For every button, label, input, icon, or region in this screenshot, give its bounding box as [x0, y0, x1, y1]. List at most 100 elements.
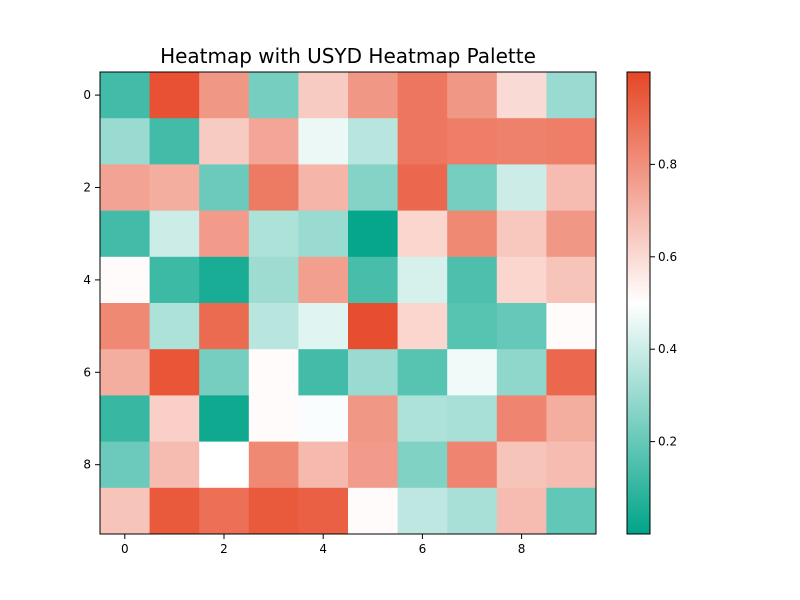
heatmap-cell — [248, 303, 299, 350]
heatmap-cell — [149, 441, 200, 489]
heatmap-cell — [496, 210, 547, 258]
heatmap-cell — [248, 256, 299, 304]
heatmap-cell — [447, 210, 498, 258]
heatmap-cell — [298, 487, 349, 535]
heatmap-cell — [298, 303, 349, 350]
heatmap-cell — [199, 349, 250, 396]
heatmap-cell — [496, 72, 547, 119]
colorbar-tick-label: 0.4 — [658, 342, 677, 356]
heatmap-cells — [100, 72, 597, 535]
heatmap-cell — [447, 349, 498, 396]
heatmap-cell — [397, 441, 448, 489]
y-tick-label: 4 — [83, 273, 91, 287]
heatmap-cell — [546, 164, 597, 212]
heatmap-cell — [199, 118, 250, 165]
heatmap-cell — [348, 303, 399, 350]
y-tick-label: 0 — [83, 88, 91, 102]
heatmap-cell — [447, 72, 498, 119]
heatmap-cell — [546, 118, 597, 165]
heatmap-cell — [199, 72, 250, 119]
heatmap-cell — [496, 395, 547, 443]
heatmap-cell — [546, 349, 597, 396]
y-tick-label: 6 — [83, 365, 91, 379]
heatmap-cell — [100, 487, 151, 535]
heatmap-cell — [546, 256, 597, 304]
heatmap-cell — [348, 118, 399, 165]
heatmap-cell — [447, 303, 498, 350]
y-tick-label: 8 — [83, 458, 91, 472]
heatmap-cell — [397, 303, 448, 350]
heatmap-cell — [447, 395, 498, 443]
heatmap-cell — [100, 349, 151, 396]
heatmap-cell — [397, 256, 448, 304]
heatmap-cell — [348, 487, 399, 535]
heatmap-cell — [546, 441, 597, 489]
heatmap-cell — [199, 395, 250, 443]
heatmap-cell — [348, 349, 399, 396]
x-tick-label: 8 — [518, 542, 526, 556]
heatmap-cell — [248, 395, 299, 443]
heatmap-cell — [348, 441, 399, 489]
heatmap-cell — [199, 303, 250, 350]
heatmap-cell — [348, 256, 399, 304]
heatmap-cell — [100, 164, 151, 212]
heatmap-cell — [546, 395, 597, 443]
heatmap-cell — [546, 210, 597, 258]
y-axis: 0 2 4 6 8 — [83, 88, 100, 472]
heatmap-cell — [100, 303, 151, 350]
heatmap-cell — [298, 349, 349, 396]
heatmap-cell — [149, 487, 200, 535]
heatmap-cell — [496, 349, 547, 396]
heatmap-cell — [199, 210, 250, 258]
x-tick-label: 6 — [419, 542, 427, 556]
y-tick-label: 2 — [83, 181, 91, 195]
heatmap-cell — [397, 210, 448, 258]
heatmap-cell — [447, 118, 498, 165]
heatmap-cell — [496, 487, 547, 535]
heatmap-cell — [149, 303, 200, 350]
heatmap-cell — [199, 441, 250, 489]
plot-frame — [99, 71, 597, 535]
heatmap-cell — [397, 164, 448, 212]
heatmap-cell — [149, 72, 200, 119]
heatmap-cell — [397, 118, 448, 165]
heatmap-cell — [248, 210, 299, 258]
heatmap-cell — [496, 118, 547, 165]
heatmap-cell — [447, 441, 498, 489]
heatmap-cell — [298, 441, 349, 489]
heatmap-cell — [100, 118, 151, 165]
heatmap-cell — [199, 164, 250, 212]
heatmap-cell — [298, 164, 349, 212]
heatmap-cell — [447, 256, 498, 304]
heatmap-cell — [149, 164, 200, 212]
heatmap-cell — [348, 164, 399, 212]
heatmap-cell — [496, 303, 547, 350]
colorbar-tick-label: 0.6 — [658, 250, 677, 264]
heatmap-cell — [348, 210, 399, 258]
heatmap-cell — [149, 349, 200, 396]
heatmap-cell — [100, 210, 151, 258]
heatmap-cell — [100, 441, 151, 489]
heatmap-cell — [248, 72, 299, 119]
heatmap-cell — [199, 487, 250, 535]
x-axis: 0 2 4 6 8 — [121, 534, 525, 556]
heatmap-cell — [248, 487, 299, 535]
heatmap-cell — [496, 256, 547, 304]
heatmap-cell — [298, 395, 349, 443]
heatmap-cell — [546, 303, 597, 350]
heatmap-cell — [248, 164, 299, 212]
colorbar — [626, 71, 651, 535]
heatmap-cell — [298, 256, 349, 304]
heatmap-cell — [397, 487, 448, 535]
heatmap-cell — [100, 395, 151, 443]
heatmap-cell — [149, 256, 200, 304]
heatmap-cell — [397, 349, 448, 396]
heatmap-cell — [248, 349, 299, 396]
heatmap-cell — [397, 72, 448, 119]
heatmap-cell — [397, 395, 448, 443]
heatmap-cell — [298, 210, 349, 258]
heatmap-cell — [348, 72, 399, 119]
heatmap-cell — [149, 118, 200, 165]
colorbar-tick-label: 0.2 — [658, 435, 677, 449]
